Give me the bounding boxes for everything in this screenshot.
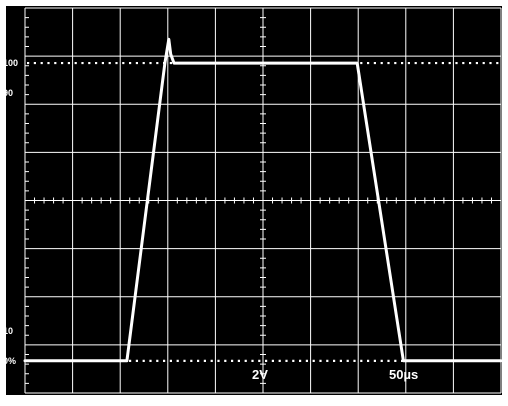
waveform-trace [23,37,503,363]
waveform-line [23,37,503,363]
reference-level-label: 0% [3,356,16,366]
reference-level-label: 100 [3,58,18,68]
graticule-ticks [25,17,492,384]
graticule [24,7,502,394]
reference-level-label: 10 [3,326,13,336]
reference-levels: 100 90 10 0% [3,58,499,366]
volts-per-div-label: 2V [252,367,268,382]
scale-labels: 2V 50µs [252,367,418,382]
reference-level-label: 90 [3,88,13,98]
time-per-div-label: 50µs [389,367,418,382]
